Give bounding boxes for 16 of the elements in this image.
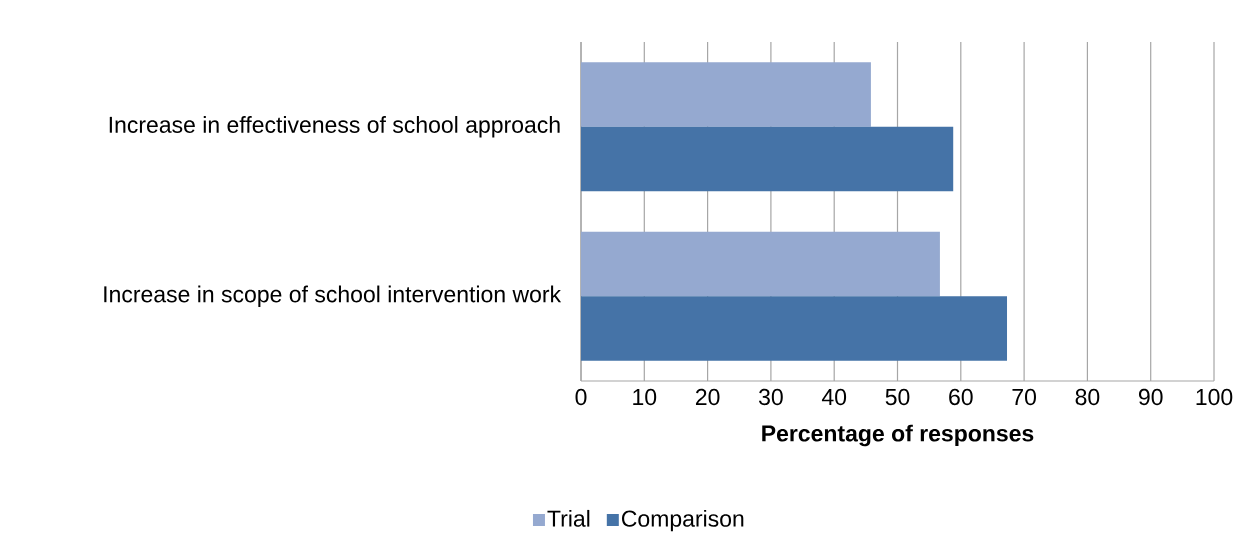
x-tick-label: 50 — [885, 388, 910, 406]
x-tick-label: 30 — [758, 388, 783, 406]
x-tick-label: 0 — [575, 388, 587, 406]
x-tick-label: 100 — [1196, 388, 1233, 406]
x-tick-label: 10 — [633, 388, 657, 406]
x-tick-label: 80 — [1075, 388, 1100, 406]
x-tick-label: 70 — [1012, 388, 1036, 406]
x-axis-title: Percentage of responses — [762, 424, 1034, 447]
y-tick-label: Increase in scope of school intervention work — [104, 285, 562, 307]
x-tick-label: 60 — [949, 388, 973, 406]
legend-label: Trial — [547, 509, 590, 527]
x-tick-label: 20 — [695, 388, 720, 406]
x-tick-label: 90 — [1139, 388, 1163, 406]
x-tick-label: 40 — [821, 388, 847, 406]
legend-label: Comparison — [621, 509, 744, 532]
y-tick-label: Increase in effectiveness of school approach — [109, 116, 560, 138]
